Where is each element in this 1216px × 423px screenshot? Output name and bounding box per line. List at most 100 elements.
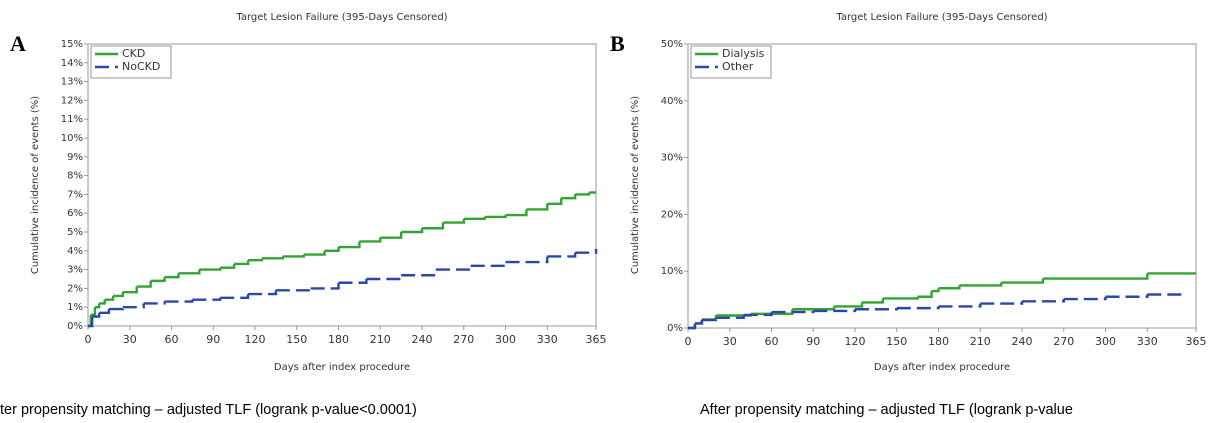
y-tick-label: 0% bbox=[67, 321, 83, 332]
y-tick-label: 14% bbox=[61, 58, 83, 69]
line-step bbox=[359, 237, 382, 243]
line-step bbox=[150, 277, 166, 283]
x-tick-label: 180 bbox=[328, 333, 349, 346]
line-step bbox=[861, 298, 885, 304]
line-step bbox=[192, 297, 222, 301]
line-step bbox=[896, 306, 940, 310]
x-tick-label: 150 bbox=[886, 335, 907, 348]
y-tick-label: 1% bbox=[67, 302, 83, 313]
legend-label: Other bbox=[722, 60, 754, 73]
line-step bbox=[248, 290, 278, 296]
x-tick-label: 150 bbox=[286, 333, 307, 346]
x-tick-label: 90 bbox=[206, 333, 220, 346]
x-tick-label: 210 bbox=[370, 333, 391, 346]
y-tick-label: 13% bbox=[61, 77, 83, 88]
x-tick-label: 120 bbox=[845, 335, 866, 348]
line-step bbox=[882, 296, 919, 300]
y-tick-label: 9% bbox=[67, 152, 83, 163]
x-tick-label: 365 bbox=[586, 333, 607, 346]
line-step bbox=[547, 198, 563, 205]
line-step bbox=[526, 203, 549, 211]
line-step bbox=[701, 317, 718, 322]
line-step bbox=[92, 312, 101, 318]
line-step bbox=[199, 267, 222, 271]
line-step bbox=[220, 263, 236, 269]
line-step bbox=[401, 269, 438, 277]
line-step bbox=[505, 256, 549, 264]
line-step bbox=[575, 248, 598, 254]
line-step bbox=[108, 307, 124, 311]
line-step bbox=[442, 218, 465, 224]
y-tick-label: 5% bbox=[67, 227, 83, 238]
line-step bbox=[261, 256, 285, 260]
caption: After propensity matching – adjusted TLF… bbox=[700, 402, 1073, 418]
x-tick-label: 210 bbox=[970, 335, 991, 348]
line-step bbox=[282, 254, 305, 258]
line-step bbox=[104, 295, 115, 301]
line-step bbox=[715, 314, 745, 319]
line-step bbox=[694, 320, 704, 325]
line-step bbox=[938, 303, 982, 308]
x-tick-label: 120 bbox=[245, 333, 266, 346]
line-step bbox=[143, 301, 166, 305]
x-tick-label: 90 bbox=[806, 335, 820, 348]
line-step bbox=[275, 288, 312, 292]
line-step bbox=[324, 247, 340, 252]
x-tick-label: 0 bbox=[685, 335, 692, 348]
x-tick-label: 365 bbox=[1186, 335, 1207, 348]
line-step bbox=[1063, 296, 1107, 301]
line-step bbox=[88, 316, 94, 328]
panel-label: A bbox=[10, 31, 26, 56]
y-tick-label: 7% bbox=[67, 189, 83, 200]
x-tick-label: 300 bbox=[495, 333, 516, 346]
line-step bbox=[366, 275, 403, 281]
legend-label: Dialysis bbox=[722, 47, 765, 60]
y-tick-label: 3% bbox=[67, 265, 83, 276]
y-tick-label: 0% bbox=[667, 323, 683, 334]
line-step bbox=[113, 292, 124, 298]
line-step bbox=[505, 209, 528, 217]
x-tick-label: 60 bbox=[765, 335, 779, 348]
line-step bbox=[164, 299, 194, 303]
y-tick-label: 4% bbox=[67, 246, 83, 257]
line-step bbox=[1105, 294, 1149, 298]
x-tick-label: 30 bbox=[723, 335, 737, 348]
y-tick-label: 20% bbox=[661, 209, 683, 220]
y-tick-label: 2% bbox=[67, 283, 83, 294]
y-tick-label: 11% bbox=[61, 114, 83, 125]
line-step bbox=[380, 232, 403, 239]
line-step bbox=[980, 301, 1024, 305]
x-tick-label: 0 bbox=[85, 333, 92, 346]
line-step bbox=[99, 309, 111, 315]
caption: ter propensity matching – adjusted TLF (… bbox=[0, 402, 417, 418]
y-axis-label: Cumulative incidence of events (%) bbox=[30, 96, 41, 274]
y-tick-label: 8% bbox=[67, 171, 83, 182]
legend-box bbox=[90, 45, 172, 79]
line-step bbox=[338, 241, 361, 249]
chart-title: Target Lesion Failure (395-Days Censored… bbox=[835, 12, 1047, 23]
line-step bbox=[122, 303, 145, 309]
x-tick-label: 240 bbox=[1012, 335, 1033, 348]
line-step bbox=[435, 265, 472, 271]
line-step bbox=[792, 306, 836, 311]
line-step bbox=[855, 308, 898, 311]
line-step bbox=[94, 303, 101, 309]
line-step bbox=[561, 194, 577, 200]
x-tick-label: 240 bbox=[412, 333, 433, 346]
x-tick-label: 300 bbox=[1095, 335, 1116, 348]
y-tick-label: 40% bbox=[661, 96, 683, 107]
line-step bbox=[164, 273, 180, 279]
line-step bbox=[688, 323, 697, 330]
line-step bbox=[470, 262, 507, 268]
plot-frame bbox=[87, 43, 597, 327]
line-step bbox=[220, 294, 250, 299]
line-step bbox=[1001, 278, 1045, 284]
line-step bbox=[959, 282, 1003, 287]
x-axis-label: Days after index procedure bbox=[274, 362, 410, 373]
line-step bbox=[1022, 299, 1065, 303]
line-step bbox=[90, 307, 97, 316]
line-step bbox=[310, 282, 340, 290]
x-tick-label: 330 bbox=[537, 333, 558, 346]
